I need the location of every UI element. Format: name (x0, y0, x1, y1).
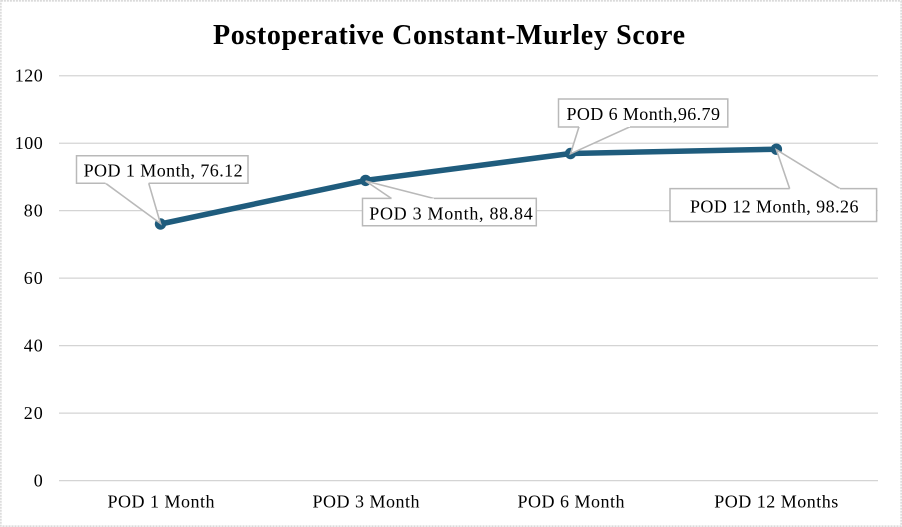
svg-text:POD 1 Month, 76.12: POD 1 Month, 76.12 (84, 161, 243, 181)
svg-text:POD 12 Months: POD 12 Months (714, 492, 838, 512)
svg-text:80: 80 (24, 201, 43, 221)
svg-text:POD 6 Month: POD 6 Month (518, 492, 625, 512)
svg-text:POD 12 Month, 98.26: POD 12 Month, 98.26 (690, 196, 859, 216)
svg-text:20: 20 (24, 403, 43, 423)
svg-text:40: 40 (24, 336, 43, 356)
svg-text:0: 0 (34, 471, 43, 491)
svg-text:POD 3 Month: POD 3 Month (313, 492, 420, 512)
svg-text:POD 3 Month, 88.84: POD 3 Month, 88.84 (369, 203, 533, 223)
svg-text:60: 60 (24, 268, 43, 288)
svg-text:POD 6 Month,96.79: POD 6 Month,96.79 (566, 104, 720, 124)
svg-text:120: 120 (15, 66, 43, 86)
svg-text:POD 1 Month: POD 1 Month (108, 492, 215, 512)
svg-text:Postoperative Constant-Murley: Postoperative Constant-Murley Score (213, 20, 685, 51)
svg-text:100: 100 (15, 133, 43, 153)
